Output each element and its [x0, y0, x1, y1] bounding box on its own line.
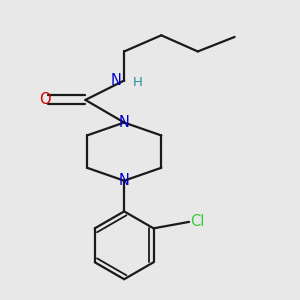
Text: N: N: [119, 115, 130, 130]
Text: N: N: [111, 73, 122, 88]
Text: N: N: [119, 173, 130, 188]
Text: H: H: [133, 76, 143, 89]
Text: O: O: [39, 92, 51, 107]
Text: Cl: Cl: [190, 214, 204, 230]
